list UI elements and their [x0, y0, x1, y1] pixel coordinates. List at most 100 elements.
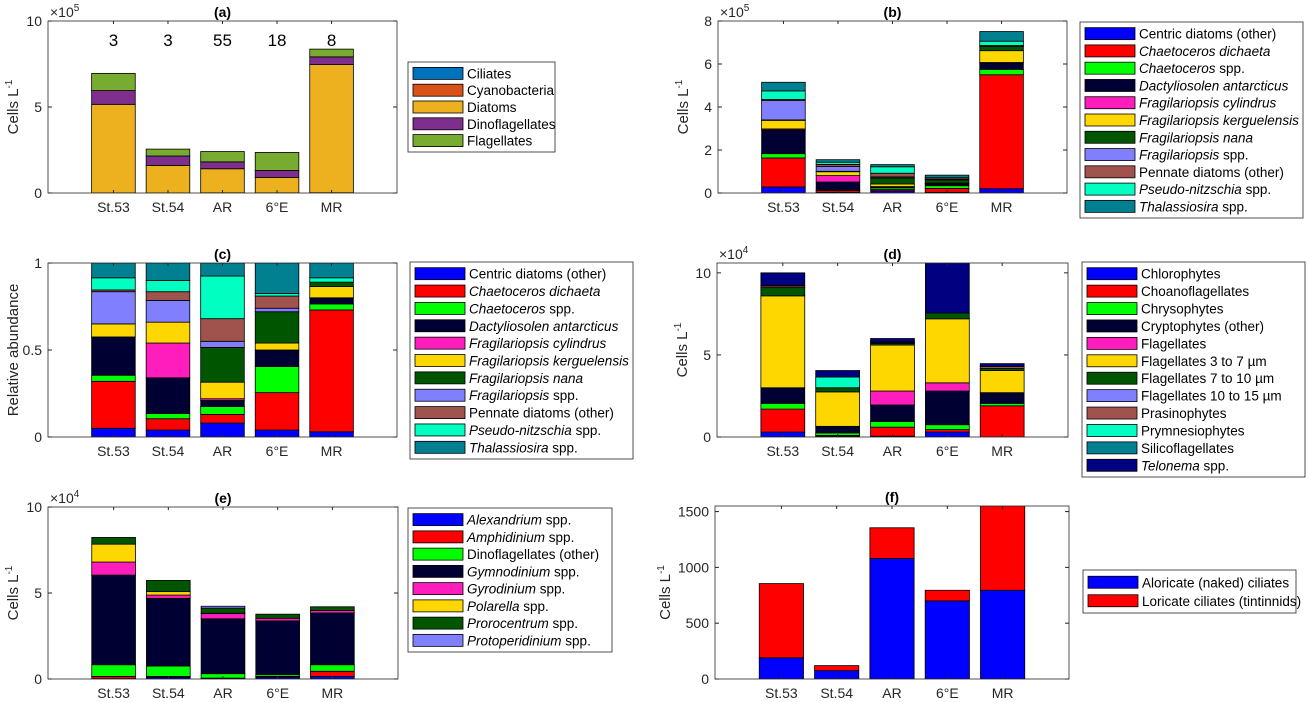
bar-segment-f-0-1	[758, 583, 804, 659]
x-tick-label: MR	[321, 443, 343, 459]
legend-b: Centric diatoms (other) Chaetoceros dicha…	[1079, 21, 1304, 219]
legend-item[interactable]: Gyrodinium spp.	[412, 582, 565, 597]
legend-item[interactable]: Flagellates 7 to 10 µm	[1086, 371, 1274, 386]
legend-item[interactable]: Fragilariopsis cylindrus	[1084, 96, 1277, 111]
legend-item[interactable]: Fragilariopsis cylindrus	[414, 336, 607, 351]
legend-item[interactable]: Chaetoceros spp.	[1084, 61, 1245, 76]
bar-segment-c-4-2	[309, 303, 354, 311]
legend-item[interactable]: Fragilariopsis kerguelensis	[414, 354, 629, 369]
bar-segment-b-0-5	[761, 119, 806, 130]
legend-item[interactable]: Aloricate (naked) ciliates	[1087, 575, 1289, 590]
legend-item[interactable]: Fragilariopsis spp.	[1084, 148, 1249, 163]
legend-swatch	[414, 302, 466, 315]
legend-item[interactable]: Fragilariopsis nana	[414, 371, 584, 386]
legend-swatch	[412, 530, 464, 544]
legend-item[interactable]: Amphidinium spp.	[412, 530, 574, 545]
legend-item[interactable]: Prymnesiophytes	[1086, 423, 1245, 438]
x-tick-label: St.54	[821, 443, 854, 459]
bar-segment-b-3-2	[924, 185, 970, 189]
legend-item[interactable]: Dactyliosolen antarcticus	[1084, 78, 1289, 93]
legend-label: Cyanobacteria	[467, 83, 555, 98]
legend-item[interactable]: Fragilariopsis kerguelensis	[1084, 113, 1299, 128]
legend-item[interactable]: Flagellates 3 to 7 µm	[1086, 354, 1267, 369]
bar-segment-c-4-5	[309, 286, 354, 299]
legend-swatch	[414, 267, 466, 281]
bar-segment-c-1-10	[145, 263, 191, 281]
bar-annotation: 3	[163, 31, 172, 50]
legend-label: Dactyliosolen antarcticus	[1139, 78, 1289, 93]
legend-item[interactable]: Alexandrium spp.	[412, 513, 571, 528]
legend-item[interactable]: Flagellates	[1086, 336, 1207, 351]
x-tick-label: St.53	[97, 443, 130, 459]
legend-item[interactable]: Chaetoceros spp.	[414, 301, 575, 316]
bar-segment-c-0-7	[91, 291, 136, 325]
legend-item[interactable]: Fragilariopsis spp.	[414, 388, 579, 403]
legend-swatch	[1084, 96, 1136, 110]
legend-item[interactable]: Prasinophytes	[1086, 406, 1227, 421]
legend-item[interactable]: Cyanobacteria	[412, 83, 555, 98]
legend-item[interactable]: Flagellates 10 to 15 µm	[1086, 389, 1282, 404]
bar-segment-c-3-5	[254, 342, 300, 351]
bar-segment-c-1-2	[145, 413, 191, 420]
bar-segment-c-3-10	[254, 263, 300, 294]
legend-item[interactable]: Chaetoceros dichaeta	[1084, 44, 1271, 59]
legend-item[interactable]: Thalassiosira spp.	[414, 440, 578, 455]
legend-item[interactable]: Pennate diatoms (other)	[1084, 165, 1284, 180]
legend-label: Alexandrium spp.	[466, 513, 571, 528]
legend-item[interactable]: Dinoflagellates (other)	[412, 547, 599, 562]
legend-item[interactable]: Centric diatoms (other)	[1084, 27, 1276, 42]
legend-label: Pennate diatoms (other)	[469, 406, 614, 421]
legend-item[interactable]: Gymnodinium spp.	[412, 564, 580, 579]
legend-item[interactable]: Ciliates	[412, 66, 512, 81]
y-tick-label: 0.5	[23, 342, 43, 358]
bar-segment-b-2-8	[870, 172, 915, 178]
legend-item[interactable]: Polarella spp.	[412, 599, 549, 614]
bar-segment-d-3-2	[925, 424, 970, 431]
legend-item[interactable]: Thalassiosira spp.	[1084, 199, 1248, 214]
legend-swatch	[412, 633, 464, 647]
legend-item[interactable]: Dinoflagellates	[412, 117, 556, 132]
legend-swatch	[412, 67, 464, 80]
legend-item[interactable]: Telonema spp.	[1086, 458, 1229, 473]
bar-segment-c-0-9	[91, 277, 136, 291]
legend-label: Gymnodinium spp.	[467, 564, 580, 579]
legend-item[interactable]: Chlorophytes	[1086, 267, 1221, 282]
y-axis-label: Cells L-1	[674, 79, 692, 134]
legend-c: Centric diatoms (other) Chaetoceros dicha…	[409, 261, 634, 460]
legend-item[interactable]: Centric diatoms (other)	[414, 267, 606, 282]
legend-item[interactable]: Flagellates	[412, 134, 533, 149]
x-tick-label: MR	[991, 443, 1013, 459]
legend-item[interactable]: Chrysophytes	[1086, 302, 1224, 317]
legend-item[interactable]: Choanoflagellates	[1086, 284, 1249, 299]
y-exponent-label: ×105	[720, 3, 750, 20]
legend-item[interactable]: Diatoms	[412, 100, 517, 115]
legend-item[interactable]: Pseudo-nitzschia spp.	[1084, 182, 1271, 197]
legend-item[interactable]: Pennate diatoms (other)	[414, 406, 614, 421]
bar-segment-c-1-5	[145, 321, 191, 344]
x-tick-label: St.53	[97, 685, 130, 701]
legend-swatch	[1084, 44, 1136, 58]
legend-item[interactable]: Protoperidinium spp.	[412, 633, 591, 648]
bar-segment-d-2-5	[870, 344, 915, 392]
legend-item[interactable]: Silicoflagellates	[1086, 441, 1234, 456]
legend-item[interactable]: Prorocentrum spp.	[412, 616, 578, 631]
legend-item[interactable]: Dactyliosolen antarcticus	[414, 319, 619, 334]
legend-label: Prymnesiophytes	[1141, 423, 1245, 438]
bar-segment-c-4-10	[309, 263, 354, 279]
y-axis-label: Cells L-1	[4, 79, 22, 134]
legend-label: Aloricate (naked) ciliates	[1142, 575, 1289, 590]
legend-label: Fragilariopsis nana	[1139, 130, 1254, 145]
legend-label: Prorocentrum spp.	[467, 616, 578, 631]
legend-item[interactable]: Chaetoceros dichaeta	[414, 284, 601, 299]
legend-item[interactable]: Cryptophytes (other)	[1086, 319, 1264, 334]
legend-item[interactable]: Fragilariopsis nana	[1084, 130, 1254, 145]
bar-segment-e-2-4	[200, 613, 246, 620]
y-tick-label: 10	[695, 265, 711, 281]
bar-segment-c-2-6	[200, 346, 245, 383]
legend-item[interactable]: Pseudo-nitzschia spp.	[414, 423, 601, 438]
x-tick-label: St.53	[97, 199, 130, 215]
legend-item[interactable]: Loricate ciliates (tintinnids)	[1087, 594, 1301, 609]
legend-swatch	[414, 354, 466, 367]
bar-segment-f-3-0	[924, 600, 970, 679]
y-axis-label: Cells L-1	[656, 565, 674, 620]
